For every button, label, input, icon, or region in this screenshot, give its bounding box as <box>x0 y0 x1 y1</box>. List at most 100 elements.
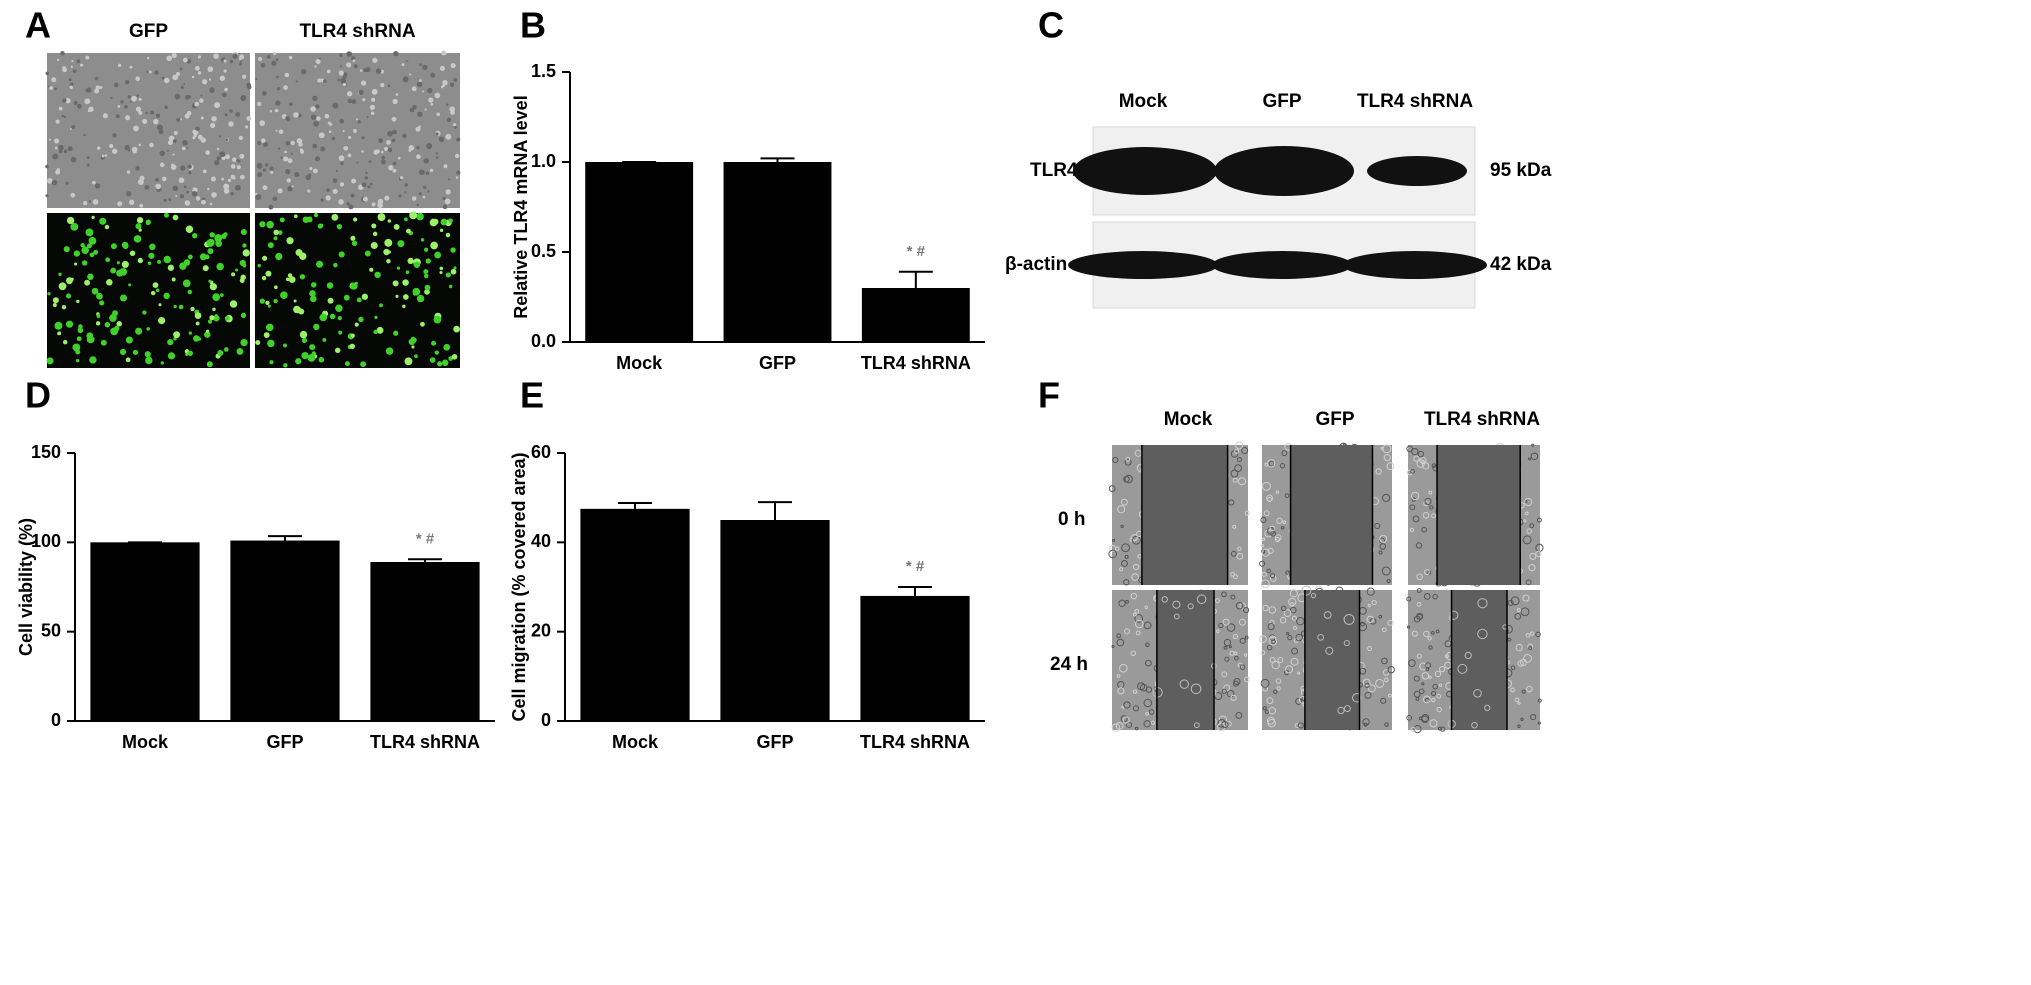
gfp-cell <box>100 339 107 346</box>
gfp-cell <box>217 350 224 356</box>
cell <box>426 143 433 150</box>
cell <box>194 101 200 107</box>
gfp-cell <box>420 238 425 242</box>
gfp-cell <box>309 344 316 351</box>
cell <box>351 99 357 104</box>
cell <box>1423 569 1430 575</box>
gfp-cell <box>416 294 425 303</box>
cell <box>307 189 311 193</box>
scratch-gap <box>1290 445 1373 585</box>
cell <box>1121 560 1128 567</box>
gfp-cell <box>240 312 247 318</box>
cell <box>218 135 221 138</box>
cell <box>86 156 90 160</box>
cell <box>361 182 367 188</box>
cell <box>427 190 430 193</box>
cell <box>1262 706 1267 711</box>
cell <box>372 57 378 63</box>
cell <box>392 161 397 166</box>
cell <box>1427 636 1432 641</box>
cell <box>453 125 457 129</box>
cell <box>1259 560 1266 567</box>
cell <box>236 158 239 162</box>
cell <box>49 86 54 90</box>
gfp-cell <box>387 219 392 223</box>
cell <box>283 85 288 90</box>
gfp-cell <box>451 354 458 360</box>
cell <box>1276 686 1281 691</box>
cell <box>1122 716 1130 724</box>
gfp-cell <box>221 233 227 240</box>
cell <box>1131 573 1139 581</box>
cell <box>183 83 186 86</box>
cell <box>386 140 391 145</box>
cell <box>183 185 187 189</box>
cell <box>1528 564 1536 572</box>
cell <box>214 160 220 166</box>
cell <box>388 165 394 171</box>
migrated-cell <box>1161 596 1168 603</box>
cell <box>88 200 92 203</box>
gfp-cell <box>349 343 355 349</box>
gfp-cell <box>197 337 202 341</box>
cell <box>285 141 291 146</box>
cell <box>154 70 159 75</box>
cell <box>331 136 335 141</box>
cell <box>138 143 142 147</box>
cell <box>360 80 367 86</box>
gfp-cell <box>299 252 307 260</box>
cell <box>430 72 436 78</box>
cell <box>1261 548 1270 557</box>
gfp-cell <box>262 255 268 261</box>
cell <box>1378 550 1383 555</box>
cell <box>357 120 361 124</box>
cell <box>1267 496 1273 502</box>
cell <box>1126 721 1133 728</box>
cell <box>299 148 304 152</box>
cell <box>356 161 359 164</box>
cell <box>117 201 123 207</box>
cell <box>362 196 368 202</box>
cell <box>1262 481 1271 491</box>
cell <box>1260 516 1267 524</box>
cell <box>72 69 77 73</box>
cell <box>1520 607 1530 617</box>
gfp-cell <box>74 262 78 266</box>
column-header: TLR4 shRNA <box>1424 409 1540 430</box>
gfp-cell <box>129 250 136 257</box>
cell <box>1379 534 1388 543</box>
cell <box>230 192 234 196</box>
band <box>1212 251 1352 279</box>
gfp-cell <box>89 356 97 364</box>
gfp-cell <box>52 302 57 308</box>
cell <box>428 97 434 103</box>
gfp-cell <box>171 277 176 282</box>
gfp-cell <box>356 297 362 303</box>
cell <box>1288 597 1297 607</box>
band <box>1068 251 1218 279</box>
gfp-cell <box>266 220 274 229</box>
gfp-cell <box>148 252 155 259</box>
cell <box>1537 698 1542 703</box>
cell <box>291 185 294 188</box>
cell <box>127 95 132 99</box>
cell <box>1230 594 1236 600</box>
cell <box>346 51 353 57</box>
gfp-cell <box>388 348 393 353</box>
cell <box>117 63 122 67</box>
cell <box>1524 497 1533 507</box>
cell <box>224 113 228 117</box>
cell <box>1241 447 1249 455</box>
size-label: 42 kDa <box>1490 254 1552 275</box>
cell <box>1436 706 1442 713</box>
cell <box>438 136 445 143</box>
gfp-cell <box>119 267 128 276</box>
cell <box>216 147 220 151</box>
cell <box>60 51 65 56</box>
cell <box>1378 537 1385 544</box>
cell <box>1384 722 1389 727</box>
cell <box>1530 631 1535 636</box>
cell <box>1116 633 1122 639</box>
gfp-cell <box>167 339 174 346</box>
